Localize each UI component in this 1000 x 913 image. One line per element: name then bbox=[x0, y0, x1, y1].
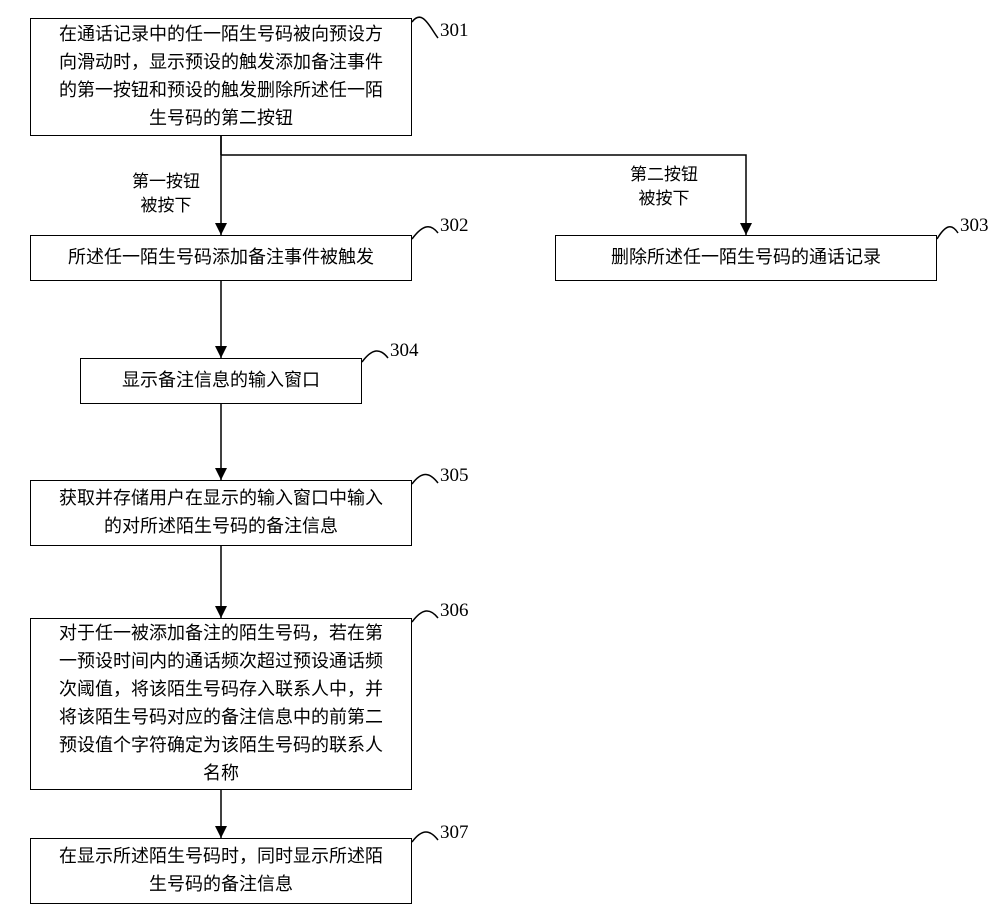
node-tag-n303: 303 bbox=[960, 215, 989, 237]
flow-node-n305: 获取并存储用户在显示的输入窗口中输入 的对所述陌生号码的备注信息 bbox=[30, 480, 412, 546]
node-tag-n305: 305 bbox=[440, 465, 469, 487]
node-text: 获取并存储用户在显示的输入窗口中输入 的对所述陌生号码的备注信息 bbox=[59, 485, 383, 541]
node-tag-n304: 304 bbox=[390, 340, 419, 362]
flow-node-n306: 对于任一被添加备注的陌生号码，若在第 一预设时间内的通话频次超过预设通话频 次阈… bbox=[30, 618, 412, 790]
flow-node-n301: 在通话记录中的任一陌生号码被向预设方 向滑动时，显示预设的触发添加备注事件 的第… bbox=[30, 18, 412, 136]
edge-label: 第一按钮 被按下 bbox=[132, 170, 200, 218]
node-tag-n301: 301 bbox=[440, 20, 469, 42]
flow-node-n302: 所述任一陌生号码添加备注事件被触发 bbox=[30, 235, 412, 281]
flow-node-n307: 在显示所述陌生号码时，同时显示所述陌 生号码的备注信息 bbox=[30, 838, 412, 904]
node-text: 删除所述任一陌生号码的通话记录 bbox=[611, 244, 881, 272]
node-tag-n302: 302 bbox=[440, 215, 469, 237]
node-tag-n306: 306 bbox=[440, 600, 469, 622]
flow-node-n303: 删除所述任一陌生号码的通话记录 bbox=[555, 235, 937, 281]
node-tag-n307: 307 bbox=[440, 822, 469, 844]
node-text: 对于任一被添加备注的陌生号码，若在第 一预设时间内的通话频次超过预设通话频 次阈… bbox=[59, 620, 383, 787]
node-text: 在显示所述陌生号码时，同时显示所述陌 生号码的备注信息 bbox=[59, 843, 383, 899]
node-text: 显示备注信息的输入窗口 bbox=[122, 367, 320, 395]
node-text: 所述任一陌生号码添加备注事件被触发 bbox=[68, 244, 374, 272]
node-text: 在通话记录中的任一陌生号码被向预设方 向滑动时，显示预设的触发添加备注事件 的第… bbox=[59, 21, 383, 133]
flow-node-n304: 显示备注信息的输入窗口 bbox=[80, 358, 362, 404]
flowchart-container: 在通话记录中的任一陌生号码被向预设方 向滑动时，显示预设的触发添加备注事件 的第… bbox=[0, 0, 1000, 913]
edge-label: 第二按钮 被按下 bbox=[630, 163, 698, 211]
